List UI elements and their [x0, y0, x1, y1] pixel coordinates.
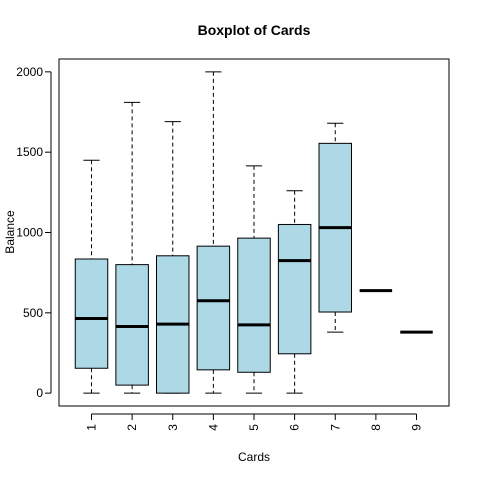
plot-frame — [58, 58, 450, 407]
x-axis: 1 2 3 4 5 6 7 8 9 — [85, 413, 424, 431]
chart-title: Boxplot of Cards — [198, 22, 311, 38]
box-iqr — [74, 258, 109, 369]
x-tick-label: 9 — [410, 424, 424, 431]
x-tick-label: 8 — [369, 424, 383, 431]
y-tick-label: 2000 — [16, 65, 43, 79]
y-tick-label: 0 — [36, 386, 43, 400]
y-tick-label: 500 — [23, 306, 43, 320]
box-iqr — [277, 223, 312, 355]
x-tick-label: 1 — [85, 424, 99, 431]
box-iqr — [115, 264, 149, 386]
box-series — [74, 71, 433, 394]
box-group-3 — [156, 121, 190, 394]
y-axis-label: Balance — [3, 210, 17, 254]
box-group-6 — [277, 190, 312, 394]
x-tick-label: 2 — [125, 424, 139, 431]
box-group-4 — [196, 71, 231, 394]
x-tick-label: 5 — [247, 424, 261, 431]
x-tick-label: 4 — [206, 424, 220, 431]
x-tick-label: 7 — [328, 424, 342, 431]
box-group-5 — [237, 165, 271, 394]
box-group-2 — [115, 101, 149, 394]
y-axis: 0 500 1000 1500 2000 — [16, 65, 52, 400]
box-group-1 — [74, 159, 109, 394]
x-tick-label: 6 — [288, 424, 302, 431]
box-iqr — [237, 237, 271, 373]
y-tick-label: 1000 — [16, 226, 43, 240]
box-iqr — [196, 245, 231, 371]
x-tick-label: 3 — [166, 424, 180, 431]
y-tick-label: 1500 — [16, 145, 43, 159]
box-group-7 — [318, 122, 352, 333]
x-axis-label: Cards — [238, 450, 270, 464]
